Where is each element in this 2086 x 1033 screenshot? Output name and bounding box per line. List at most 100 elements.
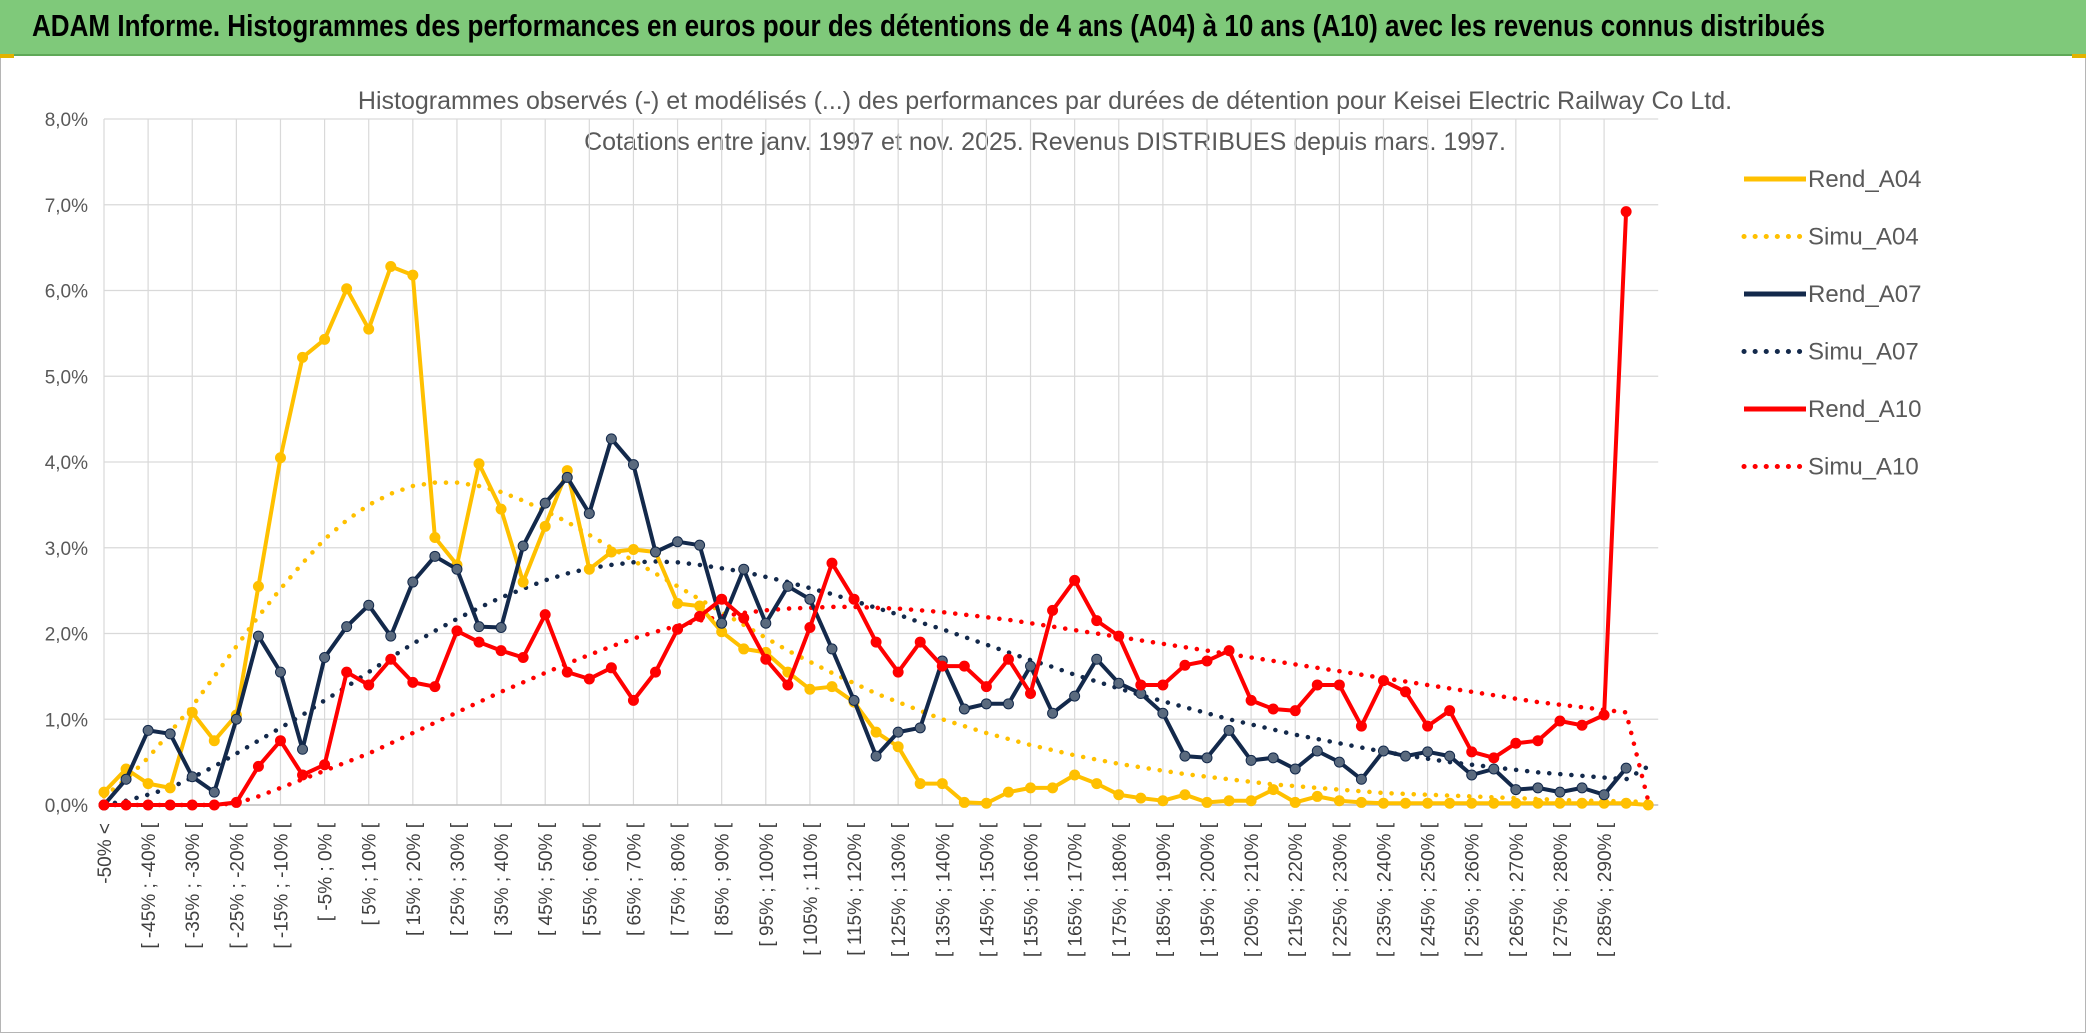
x-tick-label: [ 235% ; 240% [ (1374, 822, 1395, 957)
data-point-rend-a04 (804, 683, 816, 695)
data-point-rend-a10 (252, 760, 264, 772)
chart-title: Histogrammes observés (-) et modélisés (… (358, 87, 1732, 115)
corner-accent-left (0, 54, 14, 58)
data-point-rend-a07 (738, 563, 750, 575)
corner-accent-right (2072, 54, 2086, 58)
data-point-rend-a04 (627, 543, 639, 555)
data-point-rend-a07 (1510, 784, 1522, 796)
legend-label-rend-a07: Rend_A07 (1808, 281, 1921, 308)
data-point-rend-a10 (407, 676, 419, 688)
data-point-rend-a04 (738, 643, 750, 655)
data-point-rend-a04 (473, 458, 485, 470)
data-point-rend-a07 (826, 643, 838, 655)
data-point-rend-a07 (407, 576, 419, 588)
data-point-rend-a07 (451, 563, 463, 575)
data-point-rend-a07 (1201, 752, 1213, 764)
data-point-rend-a07 (1532, 782, 1544, 794)
data-point-rend-a07 (517, 540, 529, 552)
data-point-rend-a04 (1113, 789, 1125, 801)
data-point-rend-a07 (694, 539, 706, 551)
data-point-rend-a10 (1179, 659, 1191, 671)
x-tick-label: [ -15% ; -10% [ (271, 822, 292, 948)
x-tick-label: -50% < (95, 823, 116, 884)
data-point-rend-a10 (1201, 655, 1213, 667)
data-point-rend-a04 (958, 796, 970, 808)
x-tick-label: [ 225% ; 230% [ (1330, 822, 1351, 957)
data-point-rend-a07 (1620, 762, 1632, 774)
data-point-rend-a10 (782, 679, 794, 691)
legend-label-simu-a07: Simu_A07 (1808, 339, 1919, 366)
legend-label-simu-a04: Simu_A04 (1808, 224, 1919, 251)
legend-label-simu-a10: Simu_A10 (1808, 454, 1919, 481)
data-point-rend-a04 (1091, 778, 1103, 790)
data-point-rend-a04 (1135, 792, 1147, 804)
data-point-rend-a07 (473, 621, 485, 633)
data-point-rend-a10 (1400, 686, 1412, 698)
data-point-rend-a07 (1488, 763, 1500, 775)
data-point-rend-a04 (826, 681, 838, 693)
data-point-rend-a04 (1157, 795, 1169, 807)
data-point-rend-a10 (98, 799, 110, 811)
data-point-rend-a07 (495, 621, 507, 633)
data-point-rend-a10 (363, 679, 375, 691)
x-tick-label: [ 115% ; 120% [ (845, 822, 866, 955)
data-point-rend-a10 (208, 799, 220, 811)
data-point-rend-a04 (1002, 786, 1014, 798)
data-point-rend-a10 (495, 645, 507, 657)
data-point-rend-a10 (1091, 615, 1103, 627)
data-point-rend-a07 (1091, 653, 1103, 665)
data-point-rend-a07 (760, 617, 772, 629)
data-point-rend-a04 (274, 452, 286, 464)
data-point-rend-a07 (980, 698, 992, 710)
data-point-rend-a04 (1047, 782, 1059, 794)
x-tick-label: [ 215% ; 220% [ (1286, 822, 1307, 957)
data-point-rend-a07 (539, 497, 551, 509)
data-point-rend-a04 (694, 600, 706, 612)
data-point-rend-a07 (1554, 786, 1566, 798)
data-point-rend-a07 (297, 743, 309, 755)
data-point-rend-a04 (495, 503, 507, 515)
data-point-rend-a07 (363, 599, 375, 611)
data-point-rend-a10 (650, 666, 661, 678)
series-line-simu-a10 (101, 604, 1651, 808)
data-point-rend-a10 (1554, 715, 1566, 727)
legend-label-rend-a04: Rend_A04 (1808, 166, 1921, 193)
data-point-rend-a04 (1333, 795, 1345, 807)
x-tick-label: [ 245% ; 250% [ (1419, 822, 1440, 957)
data-point-rend-a07 (1466, 769, 1478, 781)
data-point-rend-a04 (319, 333, 331, 345)
data-point-rend-a04 (1377, 797, 1389, 809)
y-tick-label: 4,0% (45, 453, 88, 474)
x-tick-label: [ 35% ; 40% [ (492, 822, 513, 936)
data-point-rend-a04 (1488, 797, 1500, 809)
data-point-rend-a04 (1069, 769, 1081, 781)
data-point-rend-a10 (561, 666, 573, 678)
data-point-rend-a10 (980, 681, 992, 693)
data-point-rend-a07 (230, 713, 242, 725)
data-point-rend-a10 (870, 636, 882, 648)
data-point-rend-a04 (1510, 797, 1522, 809)
data-point-rend-a10 (429, 681, 441, 693)
y-tick-label: 3,0% (45, 539, 88, 560)
data-point-rend-a04 (583, 563, 595, 575)
data-point-rend-a07 (892, 726, 904, 738)
data-point-rend-a04 (1223, 795, 1235, 807)
y-axis-ticks: 0,0% 1,0% 2,0% 3,0% 4,0% 5,0% 6,0% 7,0% 8,0% (45, 110, 88, 817)
chart-legend: Rend_A04 Simu_A04 Rend_A07 Simu_A07 Rend_A10… (1741, 166, 1921, 481)
data-point-rend-a04 (870, 726, 882, 738)
x-tick-label: [ 135% ; 140% [ (933, 822, 954, 957)
x-tick-label: [ 105% ; 110% [ (801, 822, 822, 955)
data-point-rend-a04 (539, 520, 551, 532)
data-point-rend-a07 (208, 786, 220, 798)
data-point-rend-a07 (1047, 707, 1059, 719)
data-point-rend-a04 (1642, 799, 1654, 811)
data-point-rend-a07 (1223, 724, 1235, 736)
x-tick-label: [ 185% ; 190% [ (1154, 822, 1175, 957)
x-tick-label: [ 275% ; 280% [ (1551, 822, 1572, 957)
data-point-rend-a04 (1422, 797, 1434, 809)
data-point-rend-a07 (848, 694, 860, 706)
data-point-rend-a10 (826, 557, 838, 569)
y-tick-label: 6,0% (45, 282, 88, 303)
data-point-rend-a07 (120, 773, 132, 785)
